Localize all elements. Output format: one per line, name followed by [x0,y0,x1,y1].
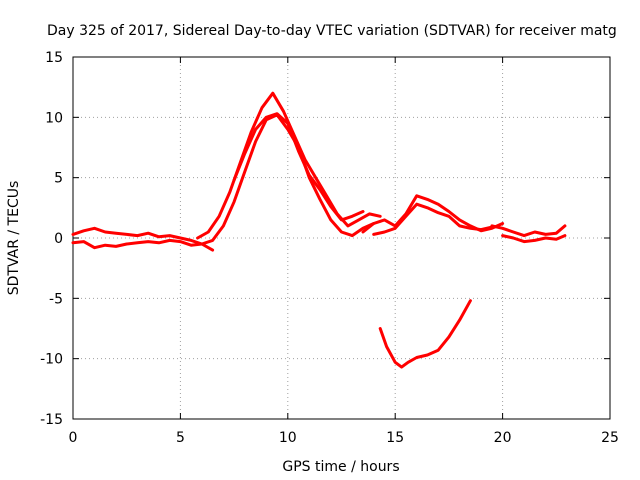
x-tick-label: 25 [601,430,619,446]
y-tick-label: -5 [49,291,63,307]
grid [73,57,610,419]
x-tick-label: 20 [494,430,512,446]
y-tick-label: 0 [54,231,63,247]
series-line-satellite-track-4 [200,113,376,246]
y-tick-label: 15 [45,50,63,66]
x-tick-label: 0 [69,430,78,446]
x-tick-label: 10 [279,430,297,446]
y-tick-label: -10 [40,352,63,368]
chart-title: Day 325 of 2017, Sidereal Day-to-day VTE… [47,23,617,39]
series-line-satellite-track-6 [361,194,505,234]
x-axis-title: GPS time / hours [282,459,399,475]
y-tick-label: 5 [54,171,63,187]
series-line-satellite-track-1 [71,226,215,252]
series-line-satellite-track-5 [232,112,365,222]
data-series [71,91,567,369]
x-tick-label: 15 [386,430,404,446]
y-tick-label: -15 [40,412,63,428]
x-tick-label: 5 [176,430,185,446]
series-line-satellite-track-2 [71,238,204,250]
series-line-satellite-track-8 [490,224,567,238]
series-line-satellite-track-10 [378,299,472,369]
series-line-satellite-track-7 [372,202,494,236]
series-line-satellite-track-9 [501,234,567,244]
axis-ticks [72,56,611,420]
y-tick-label: 10 [45,110,63,126]
y-axis-title: SDTVAR / TECUs [6,181,22,296]
